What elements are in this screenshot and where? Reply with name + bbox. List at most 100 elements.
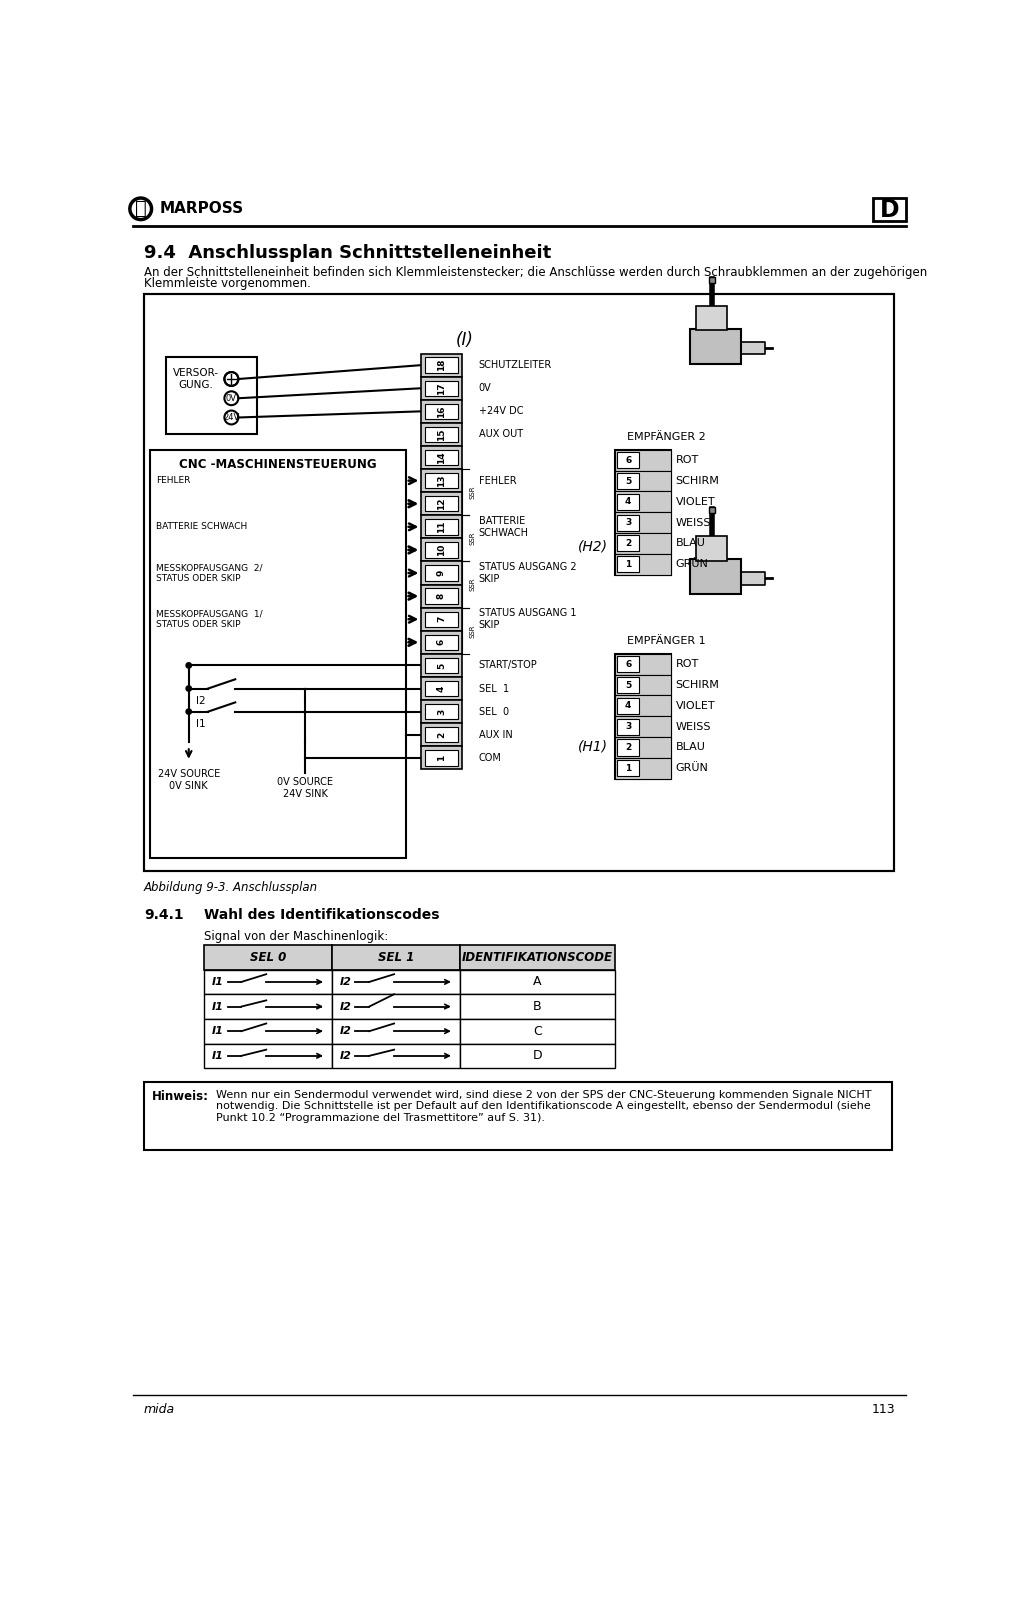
Bar xyxy=(709,277,715,283)
Bar xyxy=(615,654,671,779)
Bar xyxy=(421,723,461,747)
Text: B: B xyxy=(533,999,541,1014)
Text: Wenn nur ein Sendermodul verwendet wird, sind diese 2 von der SPS der CNC-Steuer: Wenn nur ein Sendermodul verwendet wird,… xyxy=(216,1089,871,1122)
Bar xyxy=(204,945,333,969)
Bar xyxy=(615,491,671,512)
Text: MESSKOPFAUSGANG  1/
STATUS ODER SKIP: MESSKOPFAUSGANG 1/ STATUS ODER SKIP xyxy=(156,609,263,628)
Bar xyxy=(615,654,671,675)
Text: FEHLER: FEHLER xyxy=(479,475,516,486)
Text: Hinweis:: Hinweis: xyxy=(151,1089,209,1103)
Bar xyxy=(425,704,457,720)
Text: I1: I1 xyxy=(212,1001,224,1012)
Text: ROT: ROT xyxy=(675,659,699,670)
Text: I2: I2 xyxy=(340,977,352,987)
Bar xyxy=(425,750,457,766)
Text: VIOLET: VIOLET xyxy=(675,700,715,712)
Text: VIOLET: VIOLET xyxy=(675,497,715,507)
Text: WEISS: WEISS xyxy=(675,518,711,528)
Bar xyxy=(333,1019,460,1044)
Bar xyxy=(460,969,615,995)
Circle shape xyxy=(224,411,238,424)
Bar xyxy=(615,512,671,532)
Text: CNC -MASCHINENSTEUERUNG: CNC -MASCHINENSTEUERUNG xyxy=(179,457,376,470)
Text: I2: I2 xyxy=(340,1027,352,1036)
Bar xyxy=(425,473,457,488)
Text: 9.4.1: 9.4.1 xyxy=(144,908,184,923)
Text: GRÜN: GRÜN xyxy=(675,560,709,569)
Text: D: D xyxy=(879,198,899,222)
Text: (H2): (H2) xyxy=(578,539,608,553)
Text: I1: I1 xyxy=(212,977,224,987)
Bar xyxy=(615,553,671,574)
Bar xyxy=(460,1019,615,1044)
Text: Abbildung 9-3. Anschlussplan: Abbildung 9-3. Anschlussplan xyxy=(144,881,318,894)
Bar xyxy=(460,945,615,969)
Bar xyxy=(615,716,671,737)
Bar xyxy=(333,969,460,995)
Text: C: C xyxy=(533,1025,541,1038)
Text: 2: 2 xyxy=(625,744,632,752)
Circle shape xyxy=(186,662,192,668)
Circle shape xyxy=(224,392,238,405)
Bar xyxy=(144,1083,891,1150)
Bar xyxy=(421,492,461,515)
Text: SSR: SSR xyxy=(469,624,476,638)
Bar xyxy=(421,561,461,585)
Bar xyxy=(425,381,457,397)
Text: 0V: 0V xyxy=(226,393,237,403)
Bar xyxy=(618,494,639,510)
Text: SEL 1: SEL 1 xyxy=(378,951,414,964)
Text: BATTERIE SCHWACH: BATTERIE SCHWACH xyxy=(156,523,247,531)
Bar xyxy=(425,657,457,673)
Text: AUX IN: AUX IN xyxy=(479,729,512,740)
Bar xyxy=(618,453,639,469)
Bar xyxy=(425,542,457,558)
Text: 24V SOURCE
0V SINK: 24V SOURCE 0V SINK xyxy=(157,769,220,792)
Text: (I): (I) xyxy=(455,331,474,350)
Bar xyxy=(615,758,671,779)
Bar xyxy=(615,470,671,491)
Text: BATTERIE
SCHWACH: BATTERIE SCHWACH xyxy=(479,516,528,537)
Bar xyxy=(618,556,639,572)
Text: 8: 8 xyxy=(437,593,446,600)
Bar xyxy=(421,377,461,400)
Text: BLAU: BLAU xyxy=(675,742,706,753)
Text: 4: 4 xyxy=(437,686,446,692)
Bar xyxy=(333,945,460,969)
Bar xyxy=(741,342,765,355)
Text: AUX OUT: AUX OUT xyxy=(479,430,523,440)
Bar xyxy=(421,446,461,469)
Text: 5: 5 xyxy=(437,662,446,668)
Bar xyxy=(615,449,671,574)
Text: SCHUTZLEITER: SCHUTZLEITER xyxy=(479,360,552,369)
Text: MESSKOPFAUSGANG  2/
STATUS ODER SKIP: MESSKOPFAUSGANG 2/ STATUS ODER SKIP xyxy=(156,563,263,582)
Text: 9.4  Anschlussplan Schnittstelleneinheit: 9.4 Anschlussplan Schnittstelleneinheit xyxy=(144,245,551,262)
Bar xyxy=(618,697,639,713)
Bar xyxy=(425,358,457,373)
Bar xyxy=(697,305,727,331)
Bar xyxy=(421,469,461,492)
Bar xyxy=(421,676,461,700)
Text: 1: 1 xyxy=(437,755,446,761)
Bar xyxy=(425,681,457,696)
Text: SSR: SSR xyxy=(469,531,476,545)
Text: IDENTIFIKATIONSCODE: IDENTIFIKATIONSCODE xyxy=(462,951,613,964)
Text: 3: 3 xyxy=(625,723,632,731)
Bar xyxy=(421,747,461,769)
Text: SEL  0: SEL 0 xyxy=(479,707,509,716)
Bar xyxy=(618,536,639,552)
Bar xyxy=(425,496,457,512)
Bar xyxy=(425,588,457,604)
Text: START/STOP: START/STOP xyxy=(479,660,537,670)
Text: mida: mida xyxy=(144,1402,175,1417)
Text: I2: I2 xyxy=(196,696,205,707)
Text: 4: 4 xyxy=(625,702,632,710)
Text: A: A xyxy=(533,975,541,988)
Text: (H1): (H1) xyxy=(578,739,608,753)
Bar xyxy=(425,611,457,627)
Bar xyxy=(618,656,639,672)
Text: 6: 6 xyxy=(625,660,632,668)
Text: ROT: ROT xyxy=(675,456,699,465)
Bar xyxy=(204,1019,333,1044)
Text: 7: 7 xyxy=(437,616,446,622)
